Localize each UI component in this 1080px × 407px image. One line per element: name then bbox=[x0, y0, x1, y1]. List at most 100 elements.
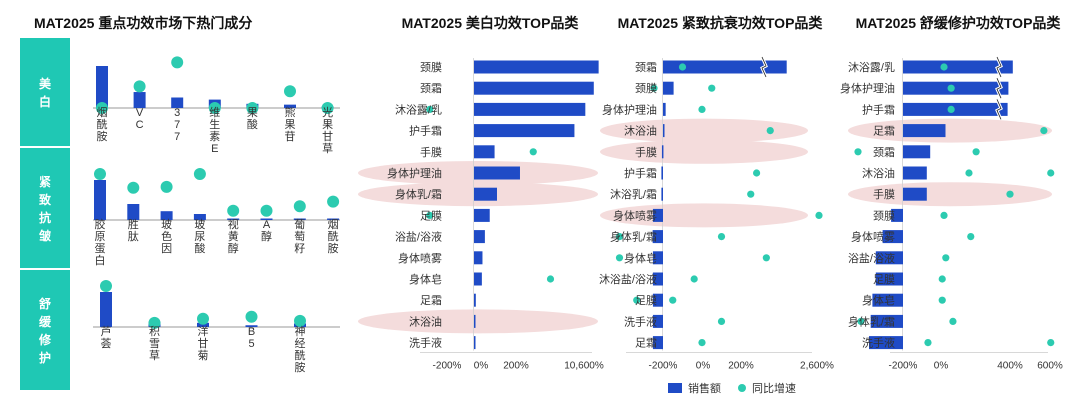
category-label: 护手霜 bbox=[624, 166, 657, 180]
legend-growth-swatch bbox=[738, 384, 746, 392]
ingredient-label: 洋甘菊 bbox=[198, 324, 209, 362]
growth-dot bbox=[698, 105, 706, 113]
category-label: 护手霜 bbox=[409, 124, 442, 138]
sales-bar bbox=[903, 102, 1008, 116]
sales-bar bbox=[474, 187, 497, 201]
sales-bar bbox=[661, 145, 664, 159]
ingredient-growth-dot bbox=[193, 168, 206, 180]
growth-dot bbox=[747, 190, 755, 198]
hbar-chart-1: 颈膜颈霜沐浴露/乳护手霜手膜身体护理油身体乳/霜足膜浴盐/浴液身体喷雾身体皂足霜… bbox=[358, 58, 1055, 372]
sales-bar bbox=[474, 208, 490, 222]
group-label-char: 缓 bbox=[39, 314, 52, 329]
x-tick-label: -200% bbox=[649, 361, 678, 372]
sales-bar bbox=[474, 145, 495, 159]
category-label: 手膜 bbox=[420, 145, 442, 159]
ingredient-label: 光果甘草 bbox=[322, 105, 333, 155]
category-label: 身体护理油 bbox=[840, 81, 895, 95]
ingredient-growth-dot bbox=[127, 181, 140, 194]
growth-dot bbox=[708, 84, 716, 92]
category-label: 颈霜 bbox=[420, 82, 442, 95]
ingredient-growth-dot bbox=[246, 102, 259, 114]
legend: 销售额 同比增速 bbox=[668, 381, 796, 395]
ingredient-bar bbox=[94, 180, 106, 220]
growth-dot bbox=[717, 233, 726, 241]
ingredient-bar bbox=[133, 92, 146, 108]
ingredient-bar bbox=[100, 292, 112, 327]
hbar-chart-2: 颈霜颈膜身体护理油沐浴油手膜护手霜沐浴乳/霜身体喷雾身体乳/霜身体皂沐浴盐/浴液… bbox=[599, 56, 862, 372]
x-tick-label: 400% bbox=[997, 361, 1023, 372]
ingredient-growth-dot bbox=[227, 204, 240, 217]
group-label-char: 护 bbox=[39, 350, 51, 365]
category-label: 颈膜 bbox=[420, 61, 442, 74]
category-label: 沐浴油 bbox=[409, 314, 442, 328]
category-label: 足霜 bbox=[873, 125, 895, 138]
ingredient-growth-dot bbox=[96, 102, 108, 114]
x-tick-label: 200% bbox=[503, 361, 529, 372]
growth-dot bbox=[615, 254, 624, 262]
category-label: 手膜 bbox=[635, 145, 657, 159]
x-tick-label: 10,600% bbox=[564, 361, 604, 372]
ingredient-growth-dot bbox=[94, 168, 106, 180]
category-label: 浴盐/浴液 bbox=[395, 230, 442, 244]
ingredient-bar bbox=[171, 97, 184, 108]
growth-dot bbox=[753, 169, 761, 177]
sales-bar bbox=[474, 230, 485, 244]
ingredient-label: 胜肽 bbox=[128, 217, 139, 243]
ingredient-label: 葡萄籽 bbox=[294, 218, 305, 255]
highlight-band bbox=[358, 309, 598, 334]
ingredient-label: 烟酰胺 bbox=[328, 217, 339, 255]
ingredient-growth-dot bbox=[171, 56, 184, 69]
category-label: 身体乳/霜 bbox=[610, 230, 657, 244]
ingredient-growth-dot bbox=[197, 312, 209, 325]
ingredient-label: 熊果苷 bbox=[285, 105, 296, 143]
sales-bar bbox=[474, 81, 594, 95]
growth-dot bbox=[1047, 169, 1055, 177]
sales-bar bbox=[903, 187, 927, 201]
x-tick-label: 0% bbox=[474, 361, 489, 372]
category-label: 手膜 bbox=[873, 187, 895, 201]
growth-dot bbox=[854, 148, 862, 156]
sales-bar bbox=[661, 187, 663, 201]
category-label: 沐浴盐/浴液 bbox=[599, 272, 657, 286]
category-label: 沐浴露/乳 bbox=[848, 61, 895, 74]
ingredient-bar bbox=[245, 325, 258, 327]
sales-bar bbox=[875, 251, 903, 265]
category-label: 浴盐/浴液 bbox=[848, 251, 895, 265]
sales-bar bbox=[872, 293, 903, 307]
category-label: 身体乳/霜 bbox=[395, 187, 442, 201]
growth-dot bbox=[546, 275, 555, 283]
growth-dot bbox=[972, 148, 980, 156]
group-label-char: 致 bbox=[39, 192, 52, 207]
sales-bar bbox=[870, 314, 903, 328]
category-label: 身体护理油 bbox=[387, 166, 442, 180]
group-label-char: 白 bbox=[39, 94, 51, 109]
growth-dot bbox=[766, 127, 774, 135]
sales-bar bbox=[661, 166, 663, 180]
sales-bar bbox=[652, 336, 663, 350]
hbar-chart-3: 沐浴露/乳身体护理油护手霜足霜颈霜沐浴油手膜颈膜身体喷雾浴盐/浴液足膜身体皂身体… bbox=[840, 56, 1063, 372]
growth-dot bbox=[1040, 127, 1048, 135]
sales-bar bbox=[891, 208, 903, 222]
sales-bar bbox=[474, 251, 483, 265]
axis-break-line bbox=[761, 56, 767, 78]
sales-bar bbox=[869, 336, 903, 350]
growth-dot bbox=[924, 339, 932, 347]
sales-bar bbox=[474, 102, 586, 116]
sales-bar bbox=[903, 145, 931, 159]
category-label: 颈霜 bbox=[635, 61, 657, 74]
ingredient-growth-dot bbox=[148, 316, 161, 329]
x-tick-label: -200% bbox=[889, 361, 918, 372]
highlight-band bbox=[848, 118, 1052, 143]
axis-break-line bbox=[996, 99, 1002, 120]
chart1-title: MAT2025 重点功效市场下热门成分 bbox=[34, 15, 252, 31]
ingredient-growth-dot bbox=[284, 85, 296, 98]
x-tick-label: 2,600% bbox=[800, 361, 834, 372]
ingredient-growth-dot bbox=[327, 195, 340, 208]
ingredient-bar bbox=[160, 211, 173, 220]
sales-bar bbox=[882, 230, 903, 244]
chart2-title: MAT2025 美白功效TOP品类 bbox=[402, 15, 580, 31]
sales-bar bbox=[474, 293, 476, 307]
growth-dot bbox=[633, 296, 641, 304]
category-label: 颈膜 bbox=[873, 209, 895, 222]
